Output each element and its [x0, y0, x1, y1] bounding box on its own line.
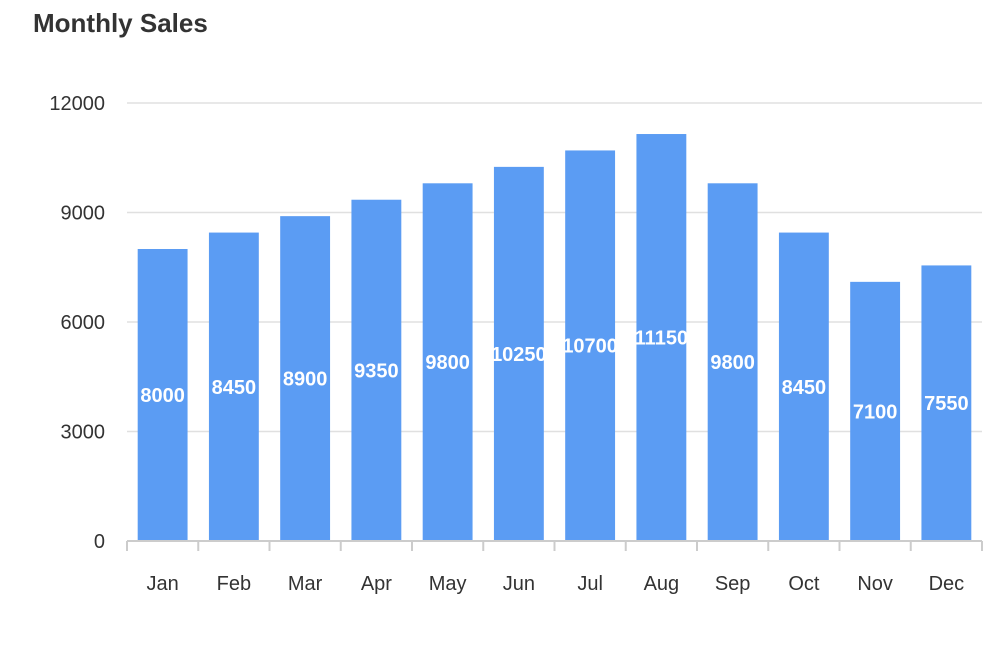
- y-tick-label: 9000: [61, 203, 106, 225]
- bar-jul: [565, 150, 616, 541]
- data-label: 11150: [635, 328, 688, 350]
- y-tick-label: 0: [94, 531, 105, 553]
- x-tick-label: Dec: [929, 573, 965, 595]
- bar-jun: [493, 166, 544, 541]
- bar-sep: [707, 183, 758, 542]
- bar-apr: [351, 199, 402, 541]
- grid-lines: [127, 102, 982, 433]
- bars: [137, 134, 972, 542]
- data-label: 10700: [562, 336, 618, 358]
- bar-oct: [778, 232, 829, 541]
- x-tick-label: Jul: [577, 573, 603, 595]
- x-tick-label: Nov: [857, 573, 893, 595]
- x-tick-label: May: [429, 573, 467, 595]
- data-label: 7550: [924, 393, 969, 415]
- data-label: 8000: [140, 385, 185, 407]
- y-tick-label: 12000: [49, 93, 105, 115]
- x-tick-labels: Jan Feb Mar Apr May Jun Jul Aug Sep Oct Nov Dec: [147, 573, 965, 595]
- data-label: 8900: [283, 369, 328, 391]
- bar-jan: [137, 249, 188, 541]
- data-label: 8450: [782, 377, 827, 399]
- x-tick-label: Sep: [715, 573, 751, 595]
- chart-title: Monthly Sales: [33, 8, 208, 38]
- x-axis: [126, 540, 983, 551]
- y-tick-label: 3000: [61, 422, 106, 444]
- x-tick-label: Jan: [147, 573, 179, 595]
- data-label: 7100: [853, 401, 898, 423]
- y-tick-labels: 0 3000 6000 9000 12000: [49, 93, 105, 553]
- y-tick-label: 6000: [61, 312, 106, 334]
- bar-dec: [921, 265, 972, 541]
- bar-mar: [280, 216, 331, 541]
- data-label: 8450: [212, 377, 257, 399]
- data-label: 9800: [425, 352, 470, 374]
- data-label: 10250: [491, 344, 547, 366]
- x-tick-label: Feb: [217, 573, 251, 595]
- data-label: 9350: [354, 360, 399, 382]
- data-label: 9800: [710, 352, 755, 374]
- x-tick-label: Jun: [503, 573, 535, 595]
- bar-aug: [636, 134, 687, 541]
- x-tick-label: Aug: [644, 573, 680, 595]
- x-tick-label: Apr: [361, 573, 392, 595]
- bar-nov: [850, 281, 901, 541]
- bar-feb: [208, 232, 259, 541]
- bar-may: [422, 183, 473, 542]
- data-labels: 8000 8450 8900 9350 9800 10250 10700 11150 9800 8…: [140, 328, 968, 424]
- x-tick-label: Mar: [288, 573, 323, 595]
- x-tick-label: Oct: [788, 573, 820, 595]
